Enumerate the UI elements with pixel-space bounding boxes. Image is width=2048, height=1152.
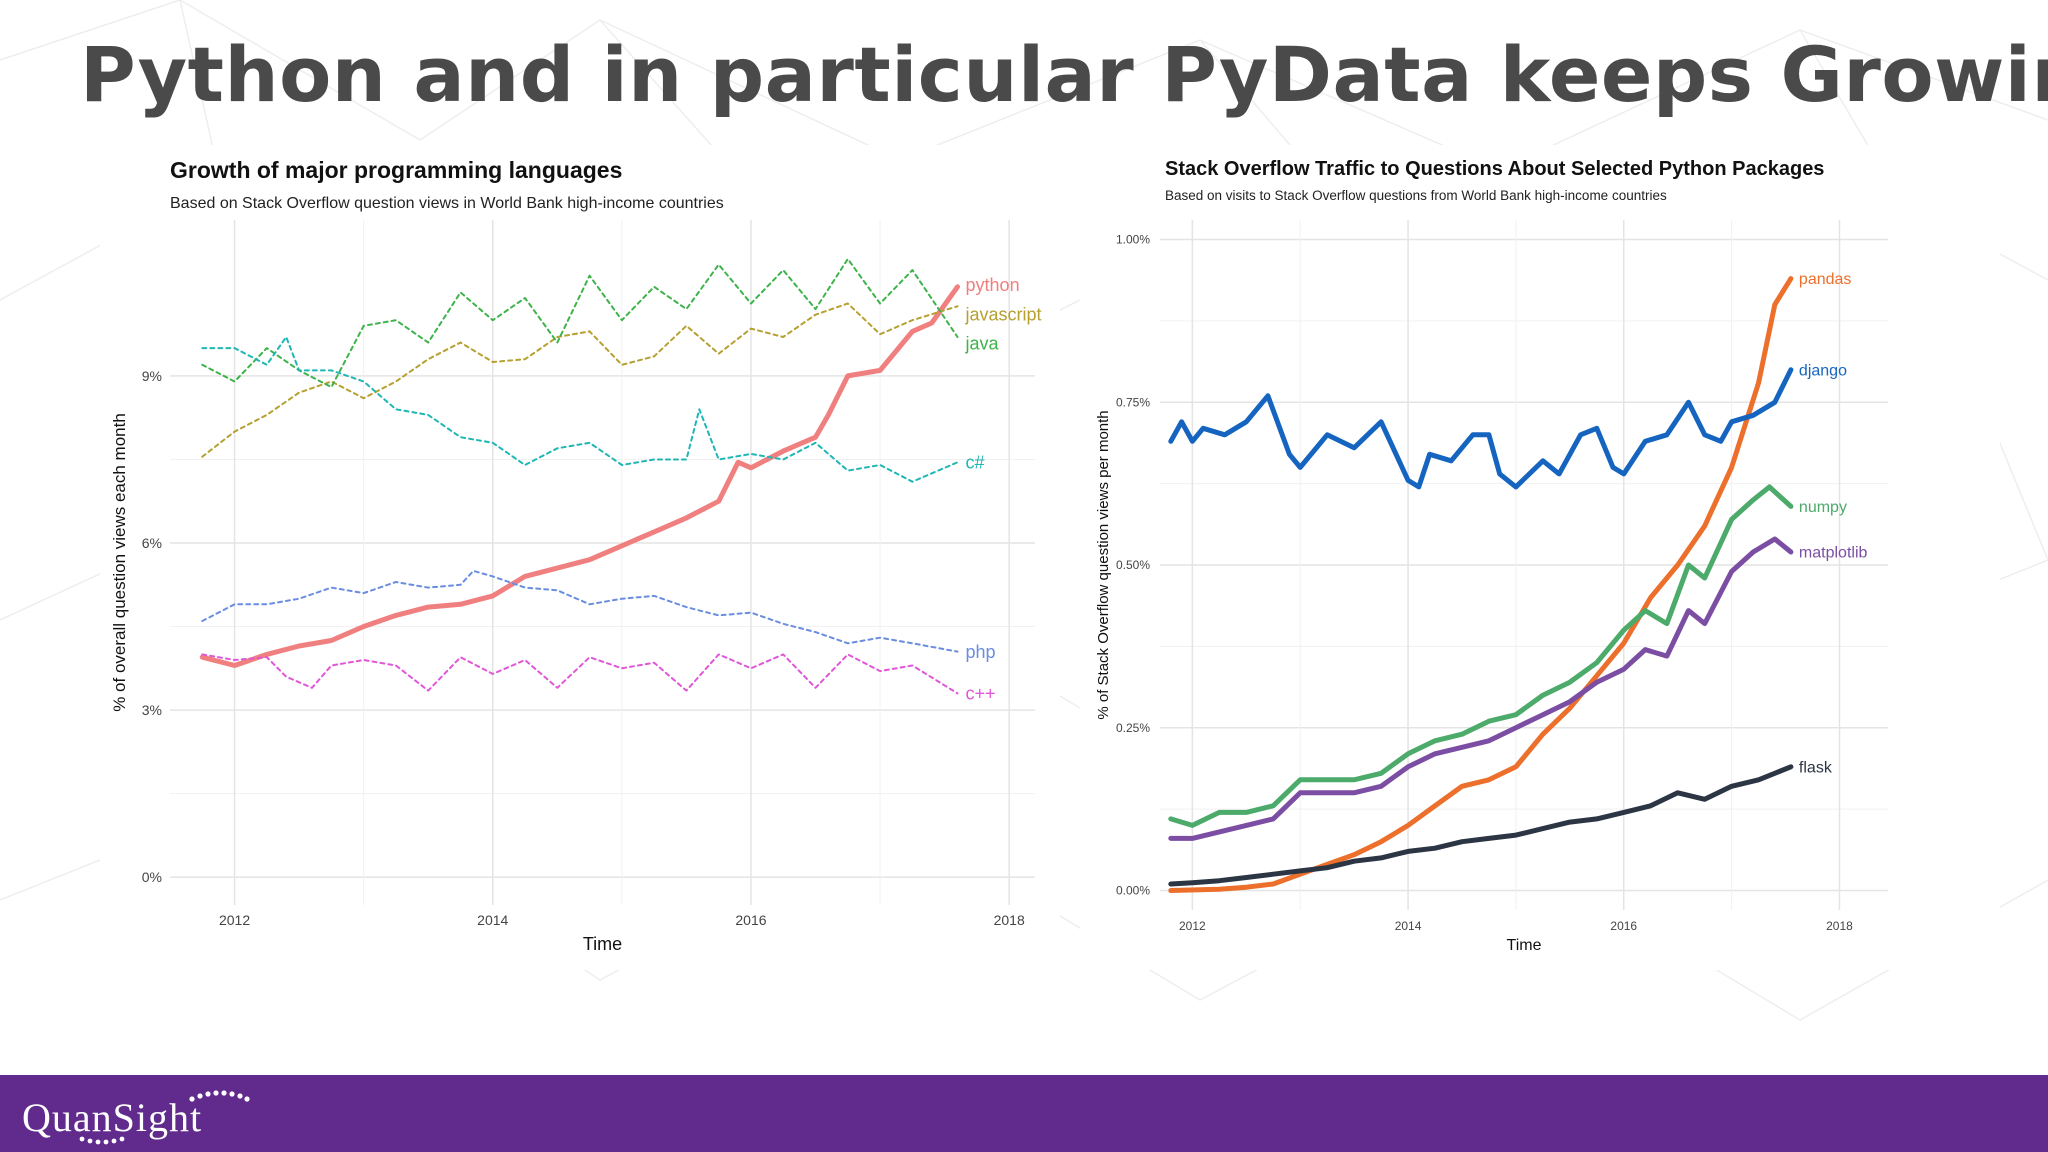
- lang-series-php: [201, 569, 959, 653]
- pkg-series-pandas: [1168, 276, 1794, 893]
- pkg-chart-title: Stack Overflow Traffic to Questions Abou…: [1165, 158, 1824, 180]
- lang-chart-title: Growth of major programming languages: [170, 157, 622, 183]
- pkg-ytick-label: 1.00%: [1116, 233, 1150, 247]
- pkg-x-axis-label: Time: [1507, 937, 1542, 954]
- lang-series-label: c++: [966, 684, 996, 704]
- slide-title: Python and in particular PyData keeps Gr…: [80, 30, 2048, 119]
- pkg-ytick-label: 0.50%: [1116, 558, 1150, 572]
- lang-series-python: [199, 284, 960, 668]
- logo-dots-icon: [79, 1090, 250, 1145]
- pkg-series-label: numpy: [1799, 499, 1847, 516]
- pkg-xtick-label: 2014: [1395, 919, 1422, 933]
- lang-series-cpppp: [201, 653, 959, 695]
- lang-y-axis-label: % of overall question views each month: [110, 413, 129, 712]
- python-packages-chart-panel: Stack Overflow Traffic to Questions Abou…: [1080, 145, 2000, 970]
- lang-ytick-label: 3%: [142, 702, 162, 718]
- pkg-series-numpy: [1168, 484, 1794, 828]
- footer-bar: QuanSight: [0, 1075, 2048, 1152]
- python-packages-chart: Stack Overflow Traffic to Questions Abou…: [1095, 158, 1888, 954]
- lang-series-label: c#: [966, 453, 985, 473]
- lang-series-label: java: [965, 333, 1000, 353]
- pkg-grid: [1160, 220, 1888, 910]
- pkg-series-flask: [1168, 764, 1794, 887]
- pkg-ytick-label: 0.25%: [1116, 721, 1150, 735]
- pkg-series-label: flask: [1799, 759, 1833, 776]
- quansight-logo: QuanSight: [22, 1085, 282, 1145]
- pkg-series-django: [1168, 367, 1794, 490]
- pkg-xtick-label: 2012: [1179, 919, 1206, 933]
- pkg-ytick-label: 0.75%: [1116, 395, 1150, 409]
- lang-series-java: [201, 258, 959, 389]
- lang-ytick-label: 9%: [142, 368, 162, 384]
- lang-xtick-label: 2012: [219, 912, 250, 928]
- lang-ytick-label: 6%: [142, 535, 162, 551]
- pkg-series-label: django: [1799, 362, 1847, 379]
- lang-xtick-label: 2018: [994, 912, 1025, 928]
- logo-text: QuanSight: [22, 1095, 203, 1140]
- lang-chart-subtitle: Based on Stack Overflow question views i…: [170, 195, 724, 212]
- pkg-xtick-label: 2016: [1610, 919, 1637, 933]
- lang-grid: [170, 220, 1035, 905]
- lang-x-axis-label: Time: [583, 934, 622, 954]
- pkg-chart-subtitle: Based on visits to Stack Overflow questi…: [1165, 188, 1667, 203]
- lang-series-label: php: [966, 642, 996, 662]
- lang-xtick-label: 2016: [735, 912, 766, 928]
- pkg-ytick-label: 0.00%: [1116, 884, 1150, 898]
- pkg-series-label: pandas: [1799, 271, 1852, 288]
- pkg-y-axis-label: % of Stack Overflow question views per m…: [1095, 410, 1112, 719]
- lang-ytick-label: 0%: [142, 869, 162, 885]
- lang-series-csharp: [201, 336, 959, 483]
- pkg-series-label: matplotlib: [1799, 545, 1868, 562]
- pkg-series-matplotlib: [1168, 536, 1794, 841]
- pkg-xtick-label: 2018: [1826, 919, 1853, 933]
- lang-xtick-label: 2014: [477, 912, 508, 928]
- languages-chart: Growth of major programming languages Bas…: [110, 157, 1042, 954]
- lang-series-label: python: [966, 275, 1020, 295]
- lang-series-label: javascript: [965, 305, 1042, 325]
- languages-chart-panel: Growth of major programming languages Bas…: [100, 145, 1060, 970]
